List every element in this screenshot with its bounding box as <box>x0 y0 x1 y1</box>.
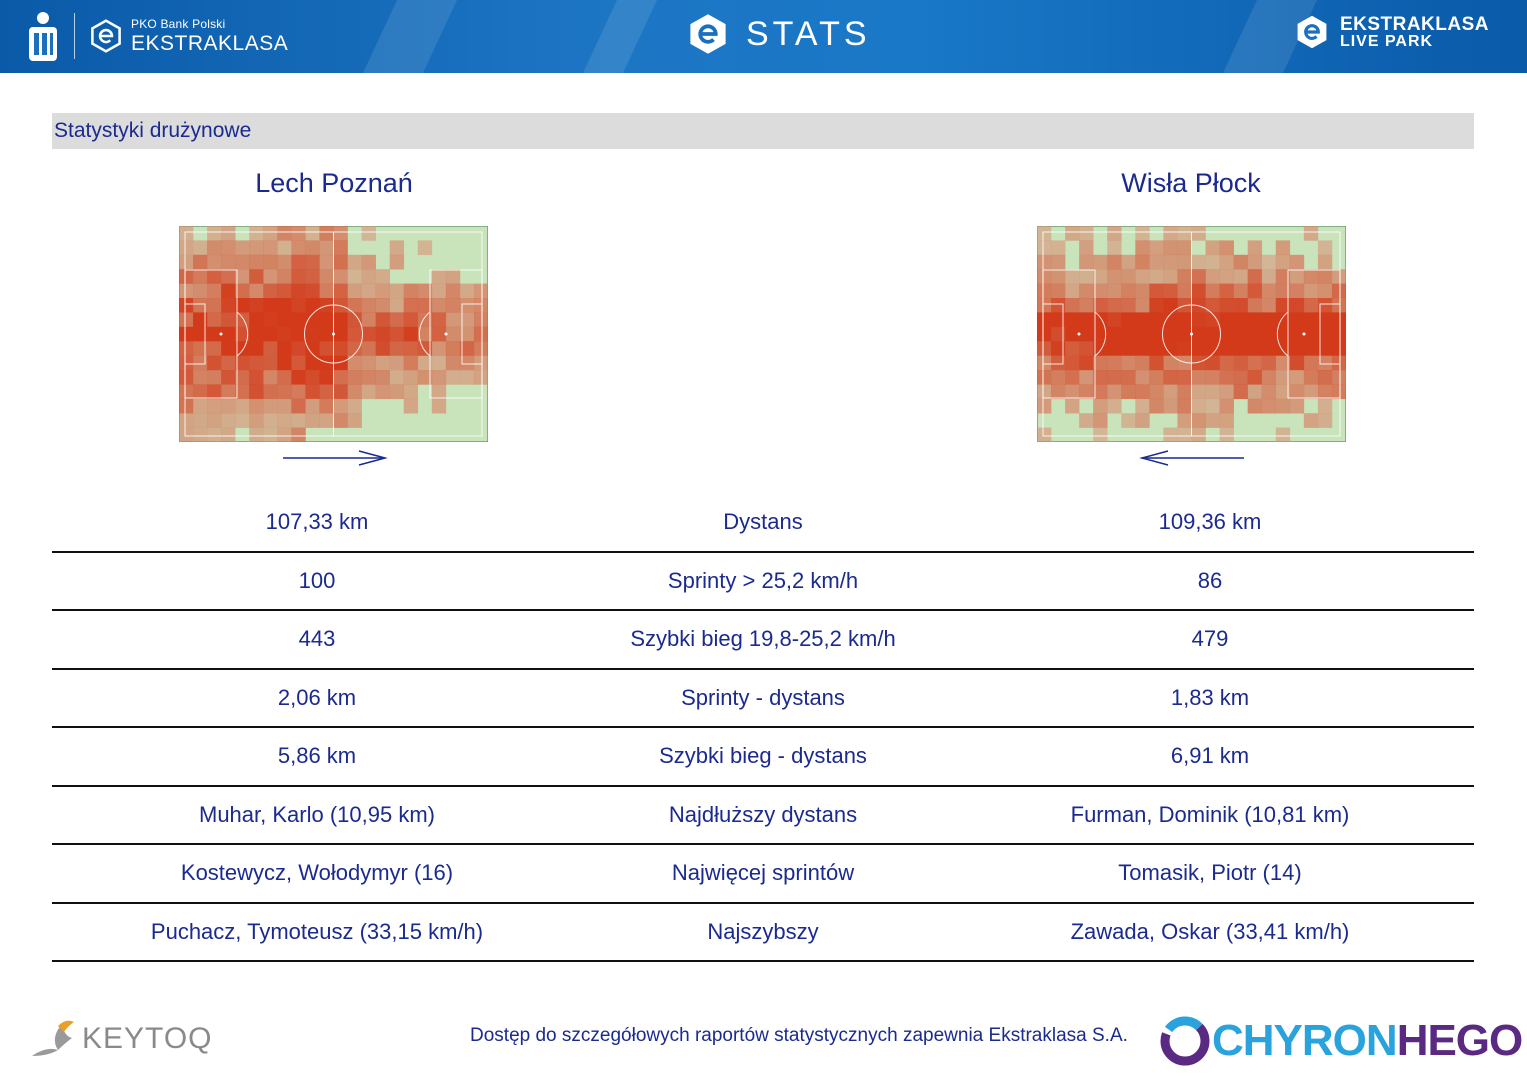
keytoq-text: KEYTOQ <box>82 1022 213 1055</box>
chyron-text: CHYRON <box>1212 1016 1398 1065</box>
home-value: 107,33 km <box>265 509 369 534</box>
chyronhego-swirl-icon <box>1160 1016 1210 1066</box>
home-team-name: Lech Poznań <box>255 168 413 198</box>
away-value: 479 <box>1191 626 1229 651</box>
home-value: 2,06 km <box>277 684 357 710</box>
stats-title-text: STATS <box>746 14 871 53</box>
live-park-line1: EKSTRAKLASA <box>1339 13 1489 35</box>
away-value: 6,91 km <box>1170 743 1250 768</box>
team-stats-table: 107,33 km Dystans 109,36 km 100 Sprinty … <box>52 494 1474 962</box>
stat-row: 100 Sprinty > 25,2 km/h 86 <box>52 553 1474 611</box>
banner-stripe <box>582 0 658 73</box>
heat-cells <box>1037 226 1346 442</box>
stat-label: Sprinty > 25,2 km/h <box>667 567 859 593</box>
stat-label: Dystans <box>723 509 803 534</box>
home-value: Puchacz, Tymoteusz (33,15 km/h) <box>150 918 484 944</box>
ekstraklasa-icon <box>91 19 121 53</box>
stat-row: 5,86 km Szybki bieg - dystans 6,91 km <box>52 728 1474 787</box>
live-park-line2: LIVE PARK <box>1339 32 1434 50</box>
home-heatmap <box>179 226 488 442</box>
stat-row: 443 Szybki bieg 19,8-25,2 km/h 479 <box>52 611 1474 670</box>
logo-divider <box>74 13 75 59</box>
section-title: Statystyki drużynowe <box>54 119 252 142</box>
stat-row: Puchacz, Tymoteusz (33,15 km/h) Najszybs… <box>52 904 1474 962</box>
banner-stripe <box>362 0 458 73</box>
stat-label: Najszybszy <box>707 918 819 944</box>
pitch-lines <box>184 231 483 437</box>
away-heatmap <box>1037 226 1346 442</box>
pko-bank-label: PKO Bank Polski <box>131 17 226 31</box>
home-value: Kostewycz, Wołodymyr (16) <box>180 860 454 885</box>
hego-text: HEGO <box>1396 1016 1524 1065</box>
away-value: Zawada, Oskar (33,41 km/h) <box>1070 918 1350 944</box>
stat-label: Najdłuższy dystans <box>668 801 858 827</box>
away-value: Furman, Dominik (10,81 km) <box>1070 801 1350 827</box>
away-value: Tomasik, Piotr (14) <box>1118 860 1302 885</box>
ekstraklasa-icon <box>1297 15 1327 49</box>
stat-label: Najwięcej sprintów <box>671 860 855 885</box>
away-value: 109,36 km <box>1158 509 1262 534</box>
home-direction-arrow-icon <box>283 450 388 466</box>
away-direction-arrow-icon <box>1139 450 1244 466</box>
chyronhego-logo: CHYRON HEGO <box>1158 1014 1524 1068</box>
pitch-lines <box>1042 231 1341 437</box>
footer-note: Dostęp do szczegółowych raportów statyst… <box>470 1025 1128 1046</box>
away-value: 86 <box>1197 567 1223 593</box>
stat-row: 107,33 km Dystans 109,36 km <box>52 494 1474 553</box>
stat-row: Muhar, Karlo (10,95 km) Najdłuższy dysta… <box>52 787 1474 845</box>
home-value: 100 <box>298 567 336 593</box>
ekstraklasa-label: EKSTRAKLASA <box>131 32 289 55</box>
stat-row: 2,06 km Sprinty - dystans 1,83 km <box>52 670 1474 728</box>
away-value: 1,83 km <box>1170 684 1250 710</box>
home-value: 443 <box>298 626 336 651</box>
ekstraklasa-icon <box>690 14 726 54</box>
home-value: Muhar, Karlo (10,95 km) <box>199 801 435 827</box>
keytoq-bird-icon <box>32 1020 74 1056</box>
stat-row: Kostewycz, Wołodymyr (16) Najwięcej spri… <box>52 845 1474 904</box>
stat-label: Szybki bieg - dystans <box>659 743 867 768</box>
header-banner: PKO Bank Polski EKSTRAKLASA STATS EKSTRA… <box>0 0 1527 73</box>
stat-label: Szybki bieg 19,8-25,2 km/h <box>630 626 896 651</box>
section-header: Statystyki drużynowe <box>52 113 1474 149</box>
keytoq-logo: KEYTOQ <box>28 1016 212 1062</box>
home-value: 5,86 km <box>277 743 357 768</box>
pko-logo-icon <box>29 12 57 61</box>
live-park-logo: EKSTRAKLASA LIVE PARK <box>1294 14 1489 50</box>
stat-label: Sprinty - dystans <box>681 684 845 710</box>
pko-ekstraklasa-logo: PKO Bank Polski EKSTRAKLASA <box>26 8 288 64</box>
away-team-name: Wisła Płock <box>1121 168 1261 198</box>
heat-cells <box>179 226 488 442</box>
page-title: STATS <box>686 12 871 56</box>
